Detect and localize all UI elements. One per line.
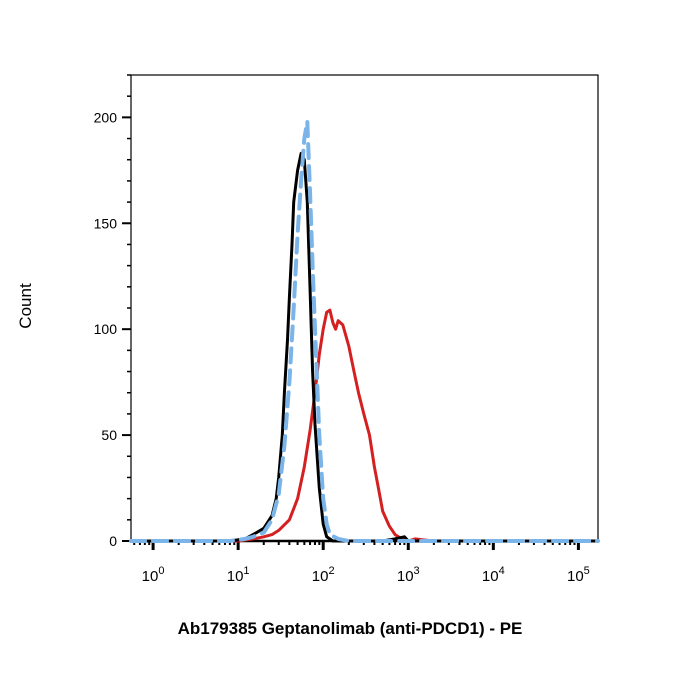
x-axis-label: Ab179385 Geptanolimab (anti-PDCD1) - PE <box>177 619 523 638</box>
x-tick-label: 100 <box>142 565 165 585</box>
y-axis-label: Count <box>16 283 35 329</box>
plot-frame <box>130 74 599 542</box>
y-tick-label: 0 <box>109 533 117 549</box>
x-tick-label: 105 <box>567 565 590 585</box>
axes <box>130 74 599 543</box>
x-tick-label: 103 <box>397 565 420 585</box>
y-tick-label: 200 <box>94 109 118 125</box>
tick-labels: 0 50 100 150 200 100 101 102 103 104 105 <box>94 109 590 585</box>
y-tick-label: 150 <box>94 215 118 231</box>
series-lines <box>129 119 600 543</box>
series-line-1 <box>129 308 600 543</box>
y-tick-label: 100 <box>94 321 118 337</box>
tick-marks <box>122 74 580 550</box>
series-line-3 <box>129 119 600 543</box>
series-line-2 <box>129 151 600 543</box>
y-tick-label: 50 <box>101 427 117 443</box>
x-tick-label: 102 <box>312 565 335 585</box>
x-tick-label: 104 <box>482 565 505 585</box>
x-tick-label: 101 <box>227 565 250 585</box>
